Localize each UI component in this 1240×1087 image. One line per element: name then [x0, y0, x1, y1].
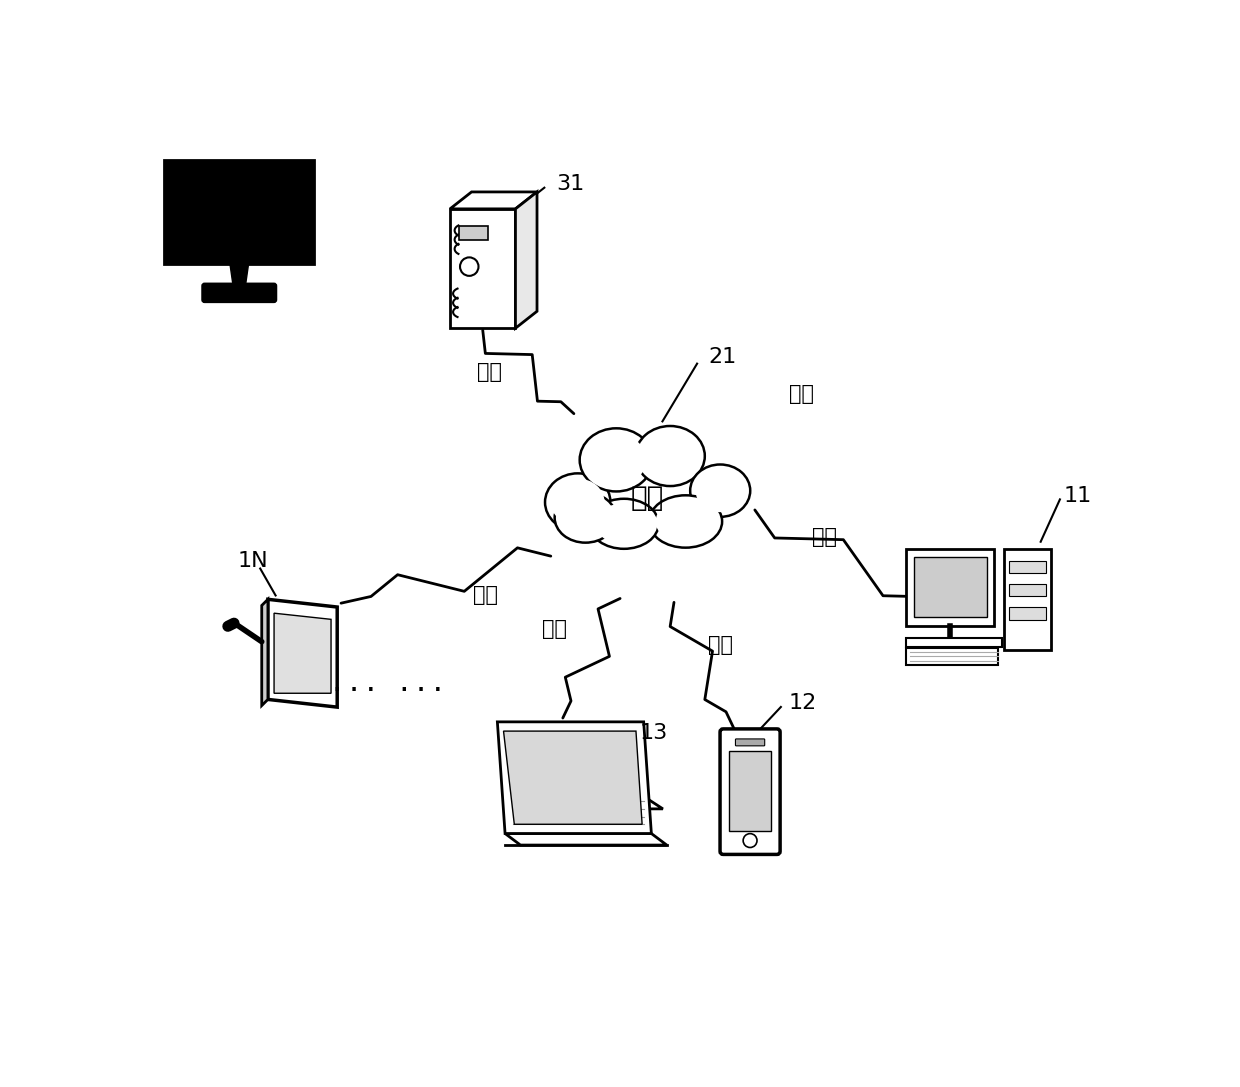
FancyBboxPatch shape	[720, 729, 780, 854]
Polygon shape	[508, 799, 663, 809]
Text: 交互: 交互	[542, 620, 567, 639]
FancyBboxPatch shape	[914, 558, 987, 617]
Text: 13: 13	[640, 724, 668, 744]
FancyBboxPatch shape	[735, 739, 765, 746]
Polygon shape	[229, 264, 248, 286]
Polygon shape	[497, 722, 651, 834]
FancyBboxPatch shape	[1004, 549, 1050, 650]
Text: 1N: 1N	[237, 551, 268, 571]
Text: 21: 21	[708, 348, 737, 367]
FancyBboxPatch shape	[459, 226, 489, 239]
Ellipse shape	[560, 497, 611, 538]
Ellipse shape	[595, 503, 652, 545]
Ellipse shape	[642, 432, 698, 480]
Text: 11: 11	[1064, 486, 1092, 505]
FancyBboxPatch shape	[729, 751, 771, 830]
Polygon shape	[505, 834, 667, 845]
Ellipse shape	[546, 473, 610, 532]
FancyBboxPatch shape	[1009, 608, 1047, 620]
FancyBboxPatch shape	[906, 549, 994, 626]
Text: 12: 12	[789, 694, 817, 713]
Text: 31: 31	[556, 174, 584, 193]
Text: 交互: 交互	[477, 362, 502, 382]
Polygon shape	[503, 732, 642, 824]
FancyBboxPatch shape	[906, 648, 998, 665]
Ellipse shape	[691, 464, 750, 516]
Ellipse shape	[649, 496, 722, 548]
Polygon shape	[274, 613, 331, 694]
FancyBboxPatch shape	[202, 284, 277, 302]
Text: 交互: 交互	[708, 635, 733, 654]
Text: ... ...: ... ...	[329, 669, 446, 697]
FancyBboxPatch shape	[450, 209, 516, 328]
Text: 交互: 交互	[812, 527, 837, 547]
Circle shape	[743, 834, 756, 848]
Ellipse shape	[579, 428, 652, 491]
Polygon shape	[268, 599, 337, 708]
FancyBboxPatch shape	[1009, 561, 1047, 573]
Polygon shape	[516, 192, 537, 328]
Polygon shape	[262, 599, 268, 705]
FancyBboxPatch shape	[906, 638, 1002, 647]
Text: 网络: 网络	[630, 485, 663, 512]
FancyBboxPatch shape	[1009, 584, 1047, 597]
Ellipse shape	[696, 470, 745, 512]
Polygon shape	[450, 192, 537, 209]
Ellipse shape	[554, 492, 616, 542]
FancyBboxPatch shape	[164, 161, 314, 264]
Ellipse shape	[587, 434, 646, 486]
Ellipse shape	[656, 500, 715, 542]
Ellipse shape	[551, 478, 605, 526]
Ellipse shape	[589, 499, 658, 549]
Circle shape	[460, 258, 479, 276]
Ellipse shape	[635, 426, 704, 486]
Text: 交互: 交互	[472, 585, 497, 604]
Text: 交互: 交互	[789, 385, 813, 404]
